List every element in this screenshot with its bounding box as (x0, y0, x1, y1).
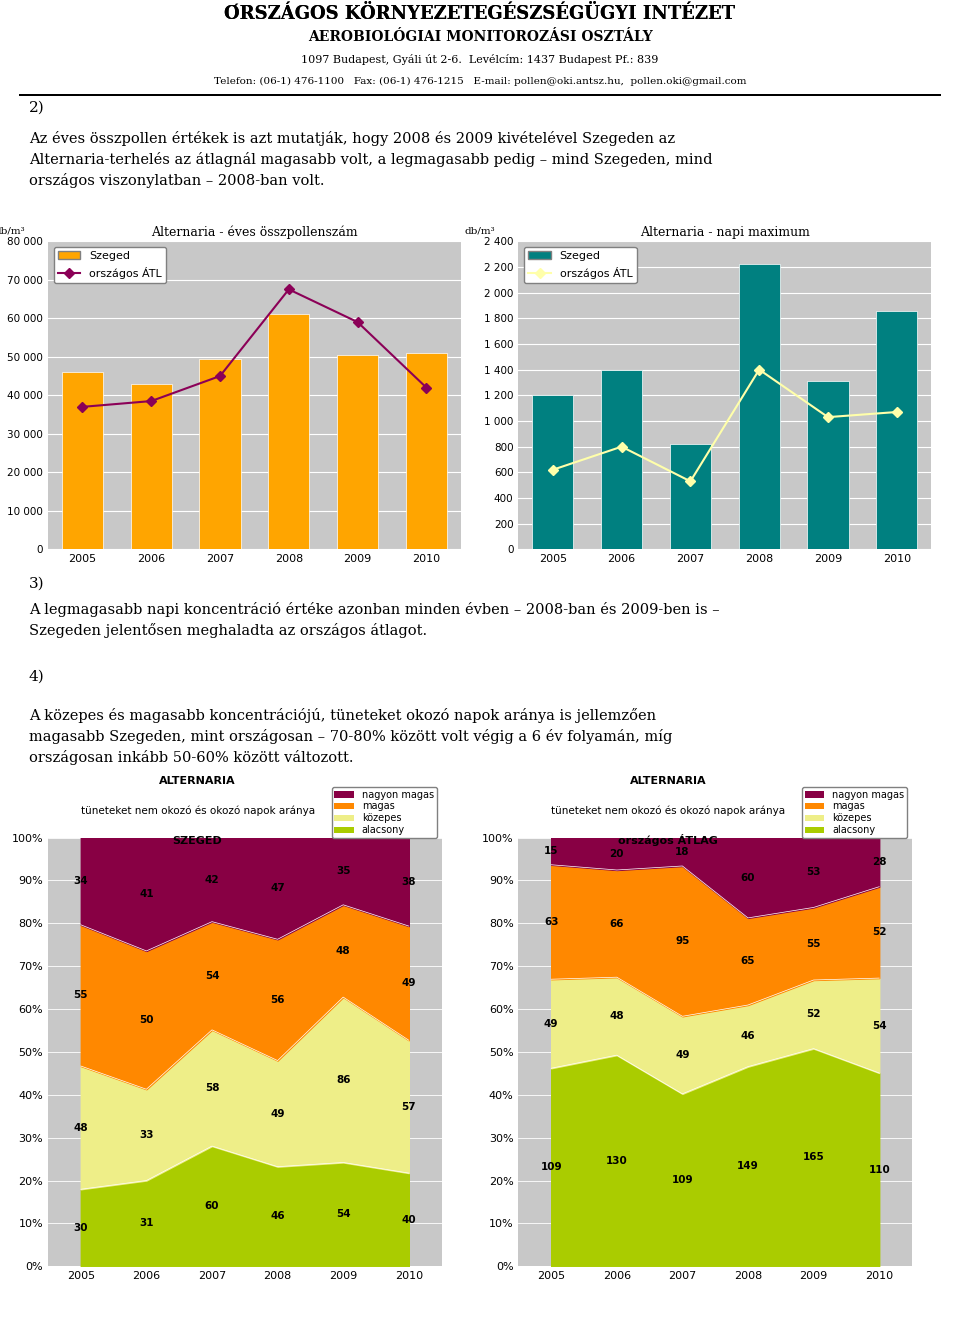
Text: 55: 55 (806, 939, 821, 949)
Text: 3): 3) (29, 576, 44, 590)
Text: tüneteket nem okozó és okozó napok aránya: tüneteket nem okozó és okozó napok arány… (551, 805, 785, 816)
Text: országos ÁTLAG: országos ÁTLAG (618, 833, 718, 846)
Text: 1097 Budapest, Gyáli út 2-6.  Levélcím: 1437 Budapest Pf.: 839: 1097 Budapest, Gyáli út 2-6. Levélcím: 1… (301, 55, 659, 66)
Text: 109: 109 (672, 1175, 693, 1185)
Bar (876, 311, 918, 549)
Text: 49: 49 (271, 1108, 285, 1119)
Text: Az éves összpollen értékek is azt mutatják, hogy 2008 és 2009 kivételével Szeged: Az éves összpollen értékek is azt mutatj… (29, 131, 712, 189)
Legend: Szeged, országos ÁTL: Szeged, országos ÁTL (54, 247, 166, 283)
Text: 30: 30 (74, 1223, 88, 1233)
Text: 54: 54 (204, 970, 219, 981)
Bar (200, 359, 241, 549)
Text: ÓRSZÁGOS KÖRNYEZETEGÉSZSÉGÜGYI INTÉZET: ÓRSZÁGOS KÖRNYEZETEGÉSZSÉGÜGYI INTÉZET (225, 5, 735, 23)
Text: 53: 53 (806, 867, 821, 878)
Legend: nagyon magas, magas, közepes, alacsony: nagyon magas, magas, közepes, alacsony (331, 787, 437, 839)
Text: 109: 109 (540, 1162, 562, 1172)
Text: 49: 49 (401, 978, 416, 988)
Bar (268, 315, 309, 549)
Text: 49: 49 (544, 1018, 559, 1029)
Text: 52: 52 (806, 1009, 821, 1020)
Text: 35: 35 (336, 866, 350, 876)
Text: 50: 50 (139, 1016, 154, 1025)
Title: Alternaria - éves összpollenszám: Alternaria - éves összpollenszám (151, 225, 358, 239)
Text: 31: 31 (139, 1218, 154, 1229)
Bar (131, 383, 172, 549)
Text: db/m³: db/m³ (0, 226, 25, 234)
Text: 18: 18 (675, 847, 689, 856)
Text: 86: 86 (336, 1075, 350, 1085)
Text: 149: 149 (737, 1162, 758, 1171)
Text: A legmagasabb napi koncentráció értéke azonban minden évben – 2008-ban és 2009-b: A legmagasabb napi koncentráció értéke a… (29, 603, 719, 638)
Text: AEROBIOLÓGIAI MONITOROZÁSI OSZTÁLY: AEROBIOLÓGIAI MONITOROZÁSI OSZTÁLY (307, 29, 653, 44)
Legend: nagyon magas, magas, közepes, alacsony: nagyon magas, magas, közepes, alacsony (802, 787, 907, 839)
Text: 60: 60 (741, 872, 756, 883)
Title: Alternaria - napi maximum: Alternaria - napi maximum (640, 225, 809, 239)
Text: 165: 165 (803, 1152, 825, 1163)
Text: 65: 65 (741, 957, 756, 966)
Text: 47: 47 (270, 883, 285, 894)
Text: 130: 130 (606, 1155, 628, 1166)
Text: 54: 54 (872, 1021, 886, 1030)
Bar (337, 355, 378, 549)
Text: 38: 38 (401, 876, 416, 887)
Text: 48: 48 (74, 1123, 88, 1132)
Text: 48: 48 (610, 1012, 624, 1021)
Text: 15: 15 (544, 846, 559, 856)
Text: 42: 42 (204, 875, 219, 884)
Text: 57: 57 (401, 1101, 416, 1112)
Text: 46: 46 (271, 1211, 285, 1222)
Text: ALTERNARIA: ALTERNARIA (630, 776, 707, 787)
Text: 20: 20 (610, 848, 624, 859)
Text: 54: 54 (336, 1210, 350, 1219)
Text: ORSZÁGOS KÖRNYEZETEGÉSZSÉGÜGYI INTÉZET: ORSZÁGOS KÖRNYEZETEGÉSZSÉGÜGYI INTÉZET (225, 5, 735, 23)
Text: 34: 34 (74, 876, 88, 886)
Text: 52: 52 (872, 927, 886, 938)
Bar (532, 395, 573, 549)
Text: 60: 60 (204, 1201, 219, 1211)
Bar (738, 264, 780, 549)
Text: db/m³: db/m³ (465, 226, 495, 234)
Text: 4): 4) (29, 670, 44, 683)
Text: 63: 63 (544, 917, 559, 927)
Text: 41: 41 (139, 890, 154, 899)
Bar (406, 352, 447, 549)
Text: 48: 48 (336, 946, 350, 955)
Text: A közepes és magasabb koncentrációjú, tüneteket okozó napok aránya is jellemzően: A közepes és magasabb koncentrációjú, tü… (29, 708, 672, 765)
Bar (807, 381, 849, 549)
Text: 56: 56 (271, 994, 285, 1005)
Text: 40: 40 (401, 1214, 416, 1225)
Bar (670, 444, 711, 549)
Text: 33: 33 (139, 1130, 154, 1140)
Text: SZEGED: SZEGED (173, 836, 223, 846)
Text: tüneteket nem okozó és okozó napok aránya: tüneteket nem okozó és okozó napok arány… (81, 805, 315, 816)
Text: 46: 46 (741, 1030, 756, 1041)
Text: 55: 55 (74, 990, 88, 1001)
Text: 49: 49 (675, 1051, 689, 1060)
Text: Telefon: (06-1) 476-1100   Fax: (06-1) 476-1215   E-mail: pollen@oki.antsz.hu,  : Telefon: (06-1) 476-1100 Fax: (06-1) 476… (214, 76, 746, 86)
Text: 95: 95 (675, 937, 689, 946)
Text: 110: 110 (869, 1164, 890, 1175)
Bar (61, 373, 103, 549)
Text: 58: 58 (204, 1083, 219, 1093)
Text: 2): 2) (29, 100, 44, 114)
Legend: Szeged, országos ÁTL: Szeged, országos ÁTL (524, 247, 636, 283)
Text: 28: 28 (872, 858, 886, 867)
Text: 66: 66 (610, 919, 624, 929)
Bar (601, 370, 642, 549)
Text: ALTERNARIA: ALTERNARIA (159, 776, 236, 787)
